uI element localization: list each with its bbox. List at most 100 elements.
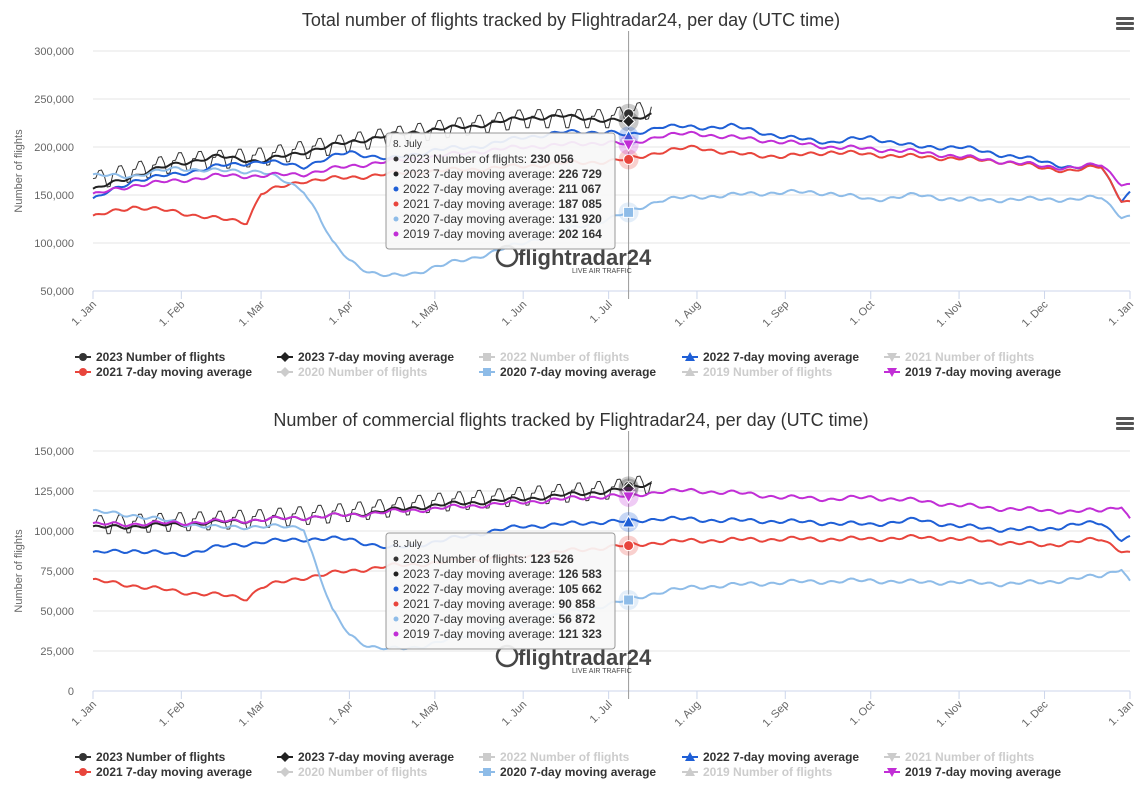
tooltip-row: 2021 7-day moving average: 187 085 [403,197,602,211]
legend-item[interactable]: 2019 Number of flights [682,365,833,379]
x-tick-label: 1. Apr [327,698,356,727]
commercial-flights-chart: Number of commercial flights tracked by … [13,410,1136,779]
x-tick-label: 1. Mar [237,298,268,329]
legend-marker [685,752,695,761]
tooltip-row: 2023 7-day moving average: 226 729 [403,167,602,181]
legend-item[interactable]: 2019 7-day moving average [884,765,1061,779]
legend-item[interactable]: 2020 7-day moving average [479,765,656,779]
hover-marker [621,114,636,129]
chart-title: Total number of flights tracked by Fligh… [302,10,840,30]
tooltip-bullet [393,616,399,622]
x-tick-label: 1. Nov [934,298,965,329]
legend-item[interactable]: 2023 7-day moving average [277,750,454,764]
legend-item[interactable]: 2022 7-day moving average [682,750,859,764]
x-tick-label: 1. Nov [934,698,965,729]
legend-label: 2023 Number of flights [96,350,226,364]
legend-item[interactable]: 2021 Number of flights [884,350,1035,364]
y-tick-label: 250,000 [34,94,74,106]
tooltip-date: 8. July [393,139,422,150]
watermark-tagline: LIVE AIR TRAFFIC [572,668,632,675]
x-tick-label: 1. Oct [848,699,877,728]
legend-label: 2021 7-day moving average [96,765,252,779]
legend-label: 2023 Number of flights [96,750,226,764]
legend-item[interactable]: 2021 7-day moving average [75,365,252,379]
legend-item[interactable]: 2020 7-day moving average [479,365,656,379]
tooltip-bullet [393,186,399,192]
legend-marker [685,352,695,361]
x-tick-label: 1. Feb [157,699,188,730]
legend-item[interactable]: 2021 Number of flights [884,750,1035,764]
legend-label: 2019 7-day moving average [905,765,1061,779]
tooltip-row: 2022 7-day moving average: 105 662 [403,582,602,596]
legend-marker [483,768,491,776]
series-line[interactable] [92,112,652,190]
legend-label: 2022 Number of flights [500,350,630,364]
legend-marker [79,768,87,776]
legend-item[interactable]: 2023 7-day moving average [277,350,454,364]
y-tick-label: 25,000 [40,646,74,658]
legend-item[interactable]: 2023 Number of flights [75,350,226,364]
y-tick-label: 300,000 [34,46,74,58]
series-line[interactable] [92,475,652,535]
tooltip-bullet [393,156,399,162]
tooltip-row: 2022 7-day moving average: 211 067 [403,182,601,196]
chart-menu-button[interactable] [1116,417,1134,431]
legend-marker [79,753,87,761]
legend-label: 2019 Number of flights [703,765,833,779]
tooltip-bullet [393,601,399,607]
x-tick-label: 1. Aug [673,299,704,330]
series-line[interactable] [92,487,1131,528]
legend-marker [887,768,897,777]
x-tick-label: 1. Jun [500,699,530,729]
legend-label: 2022 7-day moving average [703,750,859,764]
tooltip-date: 8. July [393,539,422,550]
legend-label: 2020 7-day moving average [500,765,656,779]
tooltip-bullet [393,216,399,222]
legend-label: 2020 Number of flights [298,765,428,779]
tooltip-box [385,532,616,650]
x-tick-label: 1. Jan [69,699,99,729]
y-tick-label: 100,000 [34,238,74,250]
legend-marker [685,767,695,776]
legend-label: 2019 Number of flights [703,365,833,379]
chart-menu-button[interactable] [1116,17,1134,31]
legend-item[interactable]: 2022 Number of flights [479,350,630,364]
series-line[interactable] [92,122,1131,203]
legend-item[interactable]: 2023 Number of flights [75,750,226,764]
tooltip-bullet [393,201,399,207]
x-tick-label: 1. May [409,298,441,330]
tooltip-box [385,132,616,250]
legend-label: 2021 Number of flights [905,750,1035,764]
legend-label: 2023 7-day moving average [298,350,454,364]
hover-marker [621,491,636,504]
hover-marker [621,514,636,528]
legend-item[interactable]: 2020 Number of flights [277,365,428,379]
hover-marker [621,139,636,152]
legend-item[interactable]: 2020 Number of flights [277,765,428,779]
y-tick-label: 100,000 [34,526,74,538]
legend-marker [483,353,491,361]
x-tick-label: 1. Dec [1020,698,1051,729]
legend-label: 2021 Number of flights [905,350,1035,364]
x-tick-label: 1. Mar [237,698,268,729]
legend-item[interactable]: 2022 7-day moving average [682,350,859,364]
legend-item[interactable]: 2022 Number of flights [479,750,630,764]
tooltip-row: 2020 7-day moving average: 56 872 [403,612,595,626]
hover-marker [623,594,635,606]
legend-marker [483,368,491,376]
y-tick-label: 50,000 [40,286,74,298]
legend-item[interactable]: 2021 7-day moving average [75,765,252,779]
legend-marker [280,767,290,777]
x-tick-label: 1. Apr [327,298,356,327]
legend-label: 2019 7-day moving average [905,365,1061,379]
legend-item[interactable]: 2019 7-day moving average [884,365,1061,379]
legend-item[interactable]: 2019 Number of flights [682,765,833,779]
y-tick-label: 125,000 [34,486,74,498]
x-tick-label: 1. May [409,698,441,730]
x-tick-label: 1. Jul [588,299,615,326]
x-tick-label: 1. Sep [760,299,791,330]
series-line[interactable] [92,515,1131,558]
tooltip-bullet [393,231,399,237]
legend-marker [887,353,897,362]
